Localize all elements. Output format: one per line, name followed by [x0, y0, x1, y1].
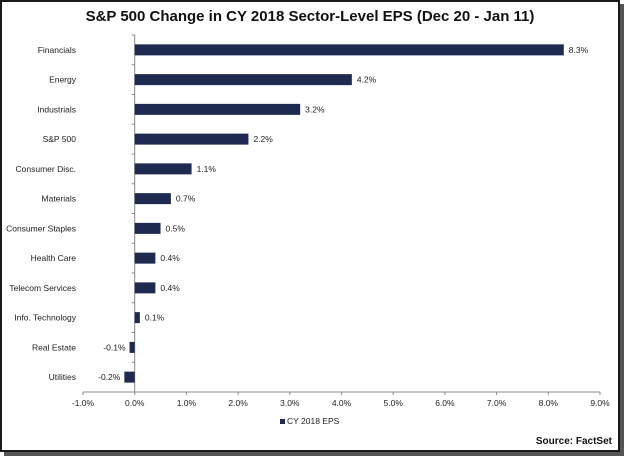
x-tick-label: 5.0%	[384, 398, 404, 408]
bar	[134, 252, 156, 264]
bar	[134, 282, 156, 294]
bar	[134, 312, 140, 324]
data-label: -0.2%	[98, 372, 121, 382]
axes	[82, 34, 601, 395]
category-label: Real Estate	[32, 342, 76, 352]
category-label: S&P 500	[43, 134, 77, 144]
bar	[134, 222, 161, 234]
category-label: Financials	[38, 45, 76, 55]
category-label: Info. Technology	[14, 313, 76, 323]
x-tick-label: 9.0%	[590, 398, 610, 408]
x-tick-label: 8.0%	[539, 398, 559, 408]
x-tick-label: -1.0%	[72, 398, 95, 408]
category-label: Telecom Services	[9, 283, 76, 293]
bar	[134, 163, 192, 175]
bar	[134, 74, 352, 86]
data-label: 8.3%	[569, 45, 589, 55]
x-tick-label: 6.0%	[435, 398, 455, 408]
data-label: 0.4%	[160, 283, 180, 293]
legend-label: CY 2018 EPS	[287, 416, 340, 426]
x-tick-label: 3.0%	[280, 398, 300, 408]
data-label: 1.1%	[197, 164, 217, 174]
data-labels: 8.3% 4.2% 3.2% 2.2% 1.1% 0.7% 0.5% 0.4% 0.4% 0.1%…	[98, 45, 588, 382]
source-note: Source: FactSet	[535, 436, 612, 447]
chart-title: S&P 500 Change in CY 2018 Sector-Level E…	[85, 8, 535, 25]
category-label: Consumer Disc.	[16, 164, 76, 174]
x-tick-label: 0.0%	[125, 398, 145, 408]
category-label: Consumer Staples	[6, 223, 76, 233]
x-tick-label: 1.0%	[177, 398, 197, 408]
category-labels: Financials Energy Industrials S&P 500 Consum…	[6, 45, 77, 382]
x-tick-label: 7.0%	[487, 398, 507, 408]
data-label: 0.7%	[176, 194, 196, 204]
legend: CY 2018 EPS	[280, 416, 339, 426]
bar	[134, 103, 301, 115]
data-label: 3.2%	[305, 104, 325, 114]
data-label: 0.4%	[160, 253, 180, 263]
x-tick-label: 4.0%	[332, 398, 352, 408]
x-tick-label: 2.0%	[228, 398, 248, 408]
data-label: 0.1%	[145, 313, 165, 323]
data-label: 4.2%	[357, 75, 377, 85]
category-label: Utilities	[49, 372, 76, 382]
bars	[124, 44, 564, 383]
data-label: 0.5%	[166, 223, 186, 233]
bar	[129, 341, 135, 353]
bar	[134, 44, 564, 56]
x-tick-labels: -1.0% 0.0% 1.0% 2.0% 3.0% 4.0% 5.0% 6.0% 7.0% 8.0…	[72, 398, 610, 408]
data-label: 2.2%	[253, 134, 273, 144]
category-label: Energy	[49, 75, 77, 85]
bar	[124, 371, 135, 383]
bar	[134, 133, 249, 145]
category-label: Health Care	[31, 253, 77, 263]
category-label: Industrials	[37, 104, 76, 114]
legend-swatch	[280, 419, 285, 425]
category-label: Materials	[42, 194, 76, 204]
bar	[134, 193, 171, 205]
data-label: -0.1%	[103, 342, 126, 352]
